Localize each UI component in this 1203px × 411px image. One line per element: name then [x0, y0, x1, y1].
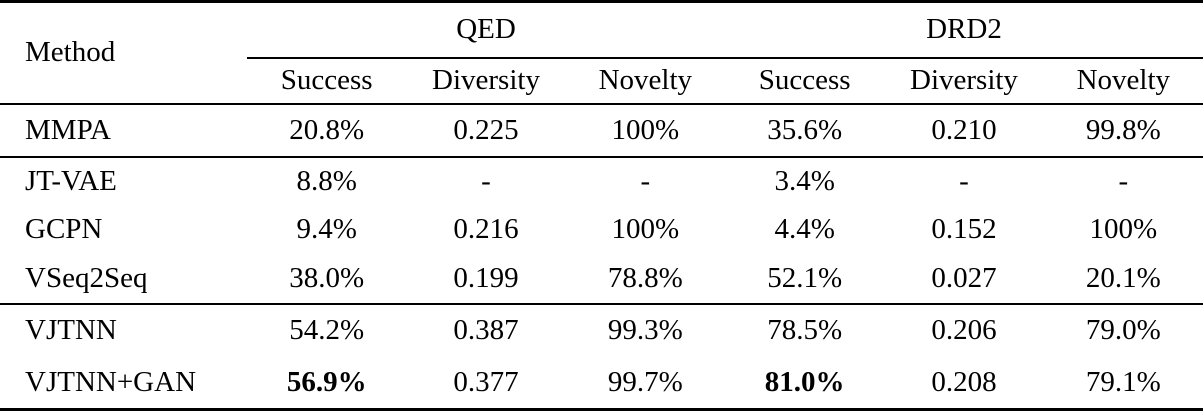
method-cell: VSeq2Seq [0, 254, 248, 306]
table-row-jtvae: JT-VAE 8.8% - - 3.4% - - [0, 157, 1203, 206]
value-cell: 0.377 [453, 365, 519, 398]
value-cell: 0.225 [406, 103, 566, 158]
value-cell: 99.7% [607, 365, 683, 398]
group-header-drd2: DRD2 [725, 1, 1203, 59]
value-cell: 78.8% [565, 254, 725, 306]
value-cell: 4.4% [774, 213, 835, 246]
value-cell: - [481, 165, 491, 197]
method-column-header: Method [0, 1, 248, 105]
column-header-drd2-diversity: Diversity [884, 57, 1044, 105]
value-cell: 100% [565, 103, 725, 158]
value-cell: 20.8% [247, 103, 407, 158]
column-header-drd2-novelty: Novelty [1043, 57, 1203, 105]
value-cell: 0.210 [884, 103, 1044, 158]
value-cell: 3.4% [774, 165, 835, 197]
value-cell: 0.387 [453, 314, 519, 347]
method-cell: VJTNN+GAN [25, 365, 197, 398]
value-cell-best: 56.9% [286, 365, 367, 398]
method-cell: MMPA [0, 103, 248, 158]
value-cell: 79.0% [1085, 314, 1161, 347]
table-row-vjtnn-gan: VJTNN+GAN 56.9% 0.377 99.7% 81.0% 0.208 … [0, 356, 1203, 409]
value-cell: 78.5% [767, 314, 843, 347]
value-cell: 0.199 [406, 254, 566, 306]
value-cell: 99.8% [1043, 103, 1203, 158]
column-header-drd2-success: Success [725, 57, 885, 105]
value-cell: - [959, 165, 969, 197]
value-cell: 38.0% [247, 254, 407, 306]
method-cell: JT-VAE [25, 165, 117, 197]
value-cell: 9.4% [296, 213, 357, 246]
group-header-row: Method QED DRD2 [0, 1, 1203, 105]
value-cell: 0.027 [884, 254, 1044, 306]
value-cell: 8.8% [296, 165, 357, 197]
method-cell: VJTNN [25, 314, 117, 347]
column-header-qed-diversity: Diversity [406, 57, 566, 105]
table-row-vjtnn: VJTNN 54.2% 0.387 99.3% 78.5% 0.206 79.0… [0, 304, 1203, 356]
value-cell: 35.6% [725, 103, 885, 158]
table-row-vseq2seq: VSeq2Seq 38.0% 0.199 78.8% 52.1% 0.027 2… [0, 254, 1203, 306]
column-header-qed-novelty: Novelty [565, 57, 725, 105]
sub-header-row: Success Diversity Novelty Success Divers… [0, 57, 1203, 105]
value-cell: 99.3% [607, 314, 683, 347]
value-cell: 52.1% [725, 254, 885, 306]
value-cell: 0.208 [931, 365, 997, 398]
column-header-qed-success: Success [247, 57, 407, 105]
group-header-qed: QED [247, 1, 725, 59]
value-cell-best: 81.0% [764, 365, 845, 398]
value-cell: 0.216 [453, 213, 519, 246]
table-row-mmpa: MMPA 20.8% 0.225 100% 35.6% 0.210 99.8% [0, 103, 1203, 158]
value-cell: 79.1% [1085, 365, 1161, 398]
value-cell: 0.152 [931, 213, 997, 246]
value-cell: 100% [1089, 213, 1158, 246]
method-cell: GCPN [25, 213, 103, 246]
table-row-gcpn: GCPN 9.4% 0.216 100% 4.4% 0.152 100% [0, 205, 1203, 254]
value-cell: 0.206 [931, 314, 997, 347]
value-cell: - [1118, 165, 1129, 197]
value-cell: - [640, 165, 651, 197]
value-cell: 100% [611, 213, 680, 246]
value-cell: 20.1% [1043, 254, 1203, 306]
value-cell: 54.2% [289, 314, 365, 347]
